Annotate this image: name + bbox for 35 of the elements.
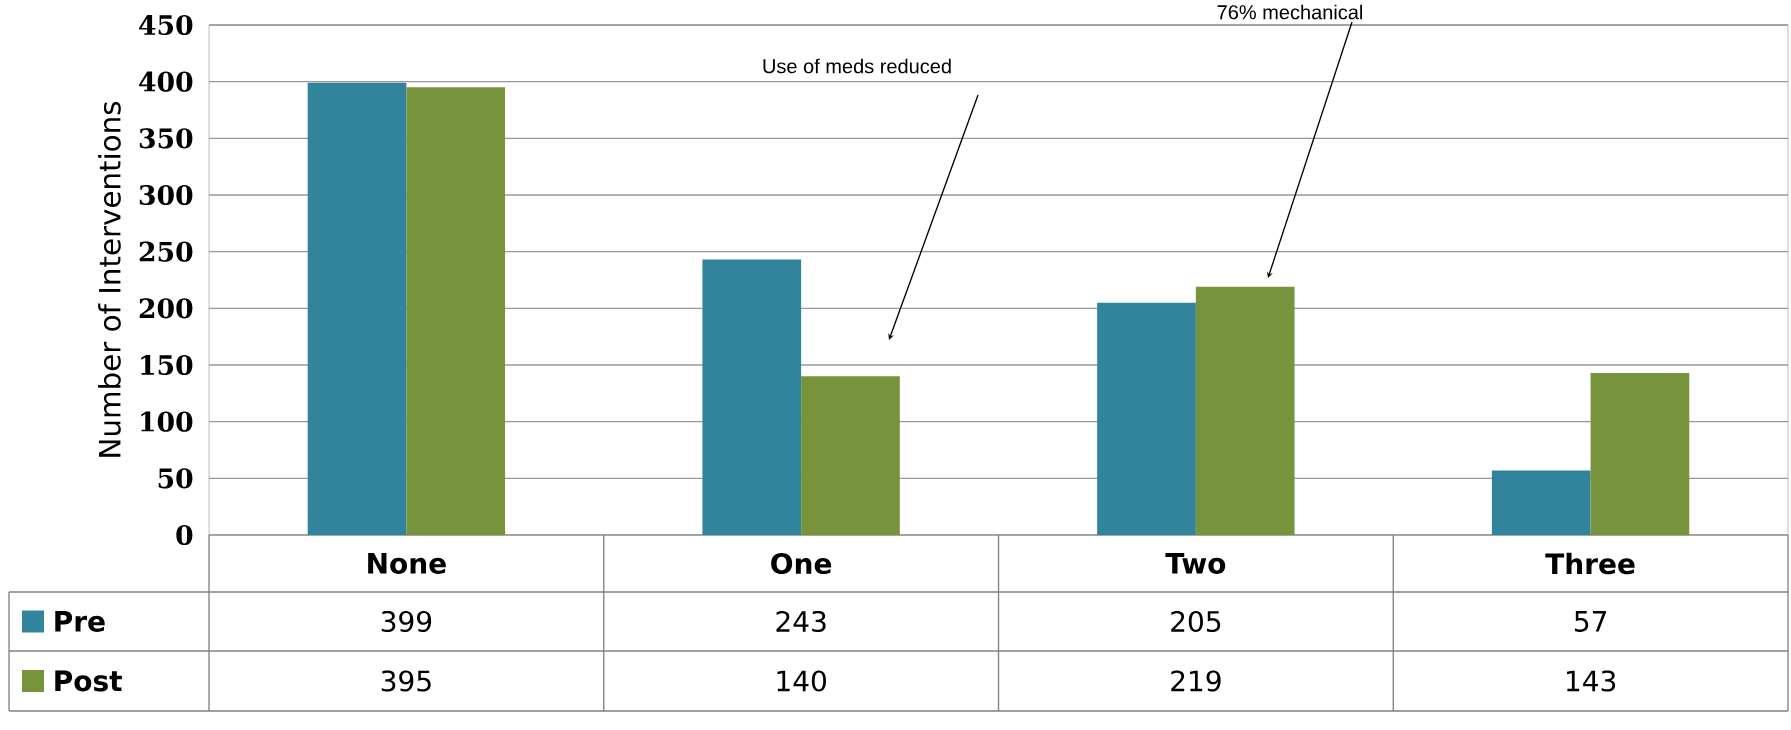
x-tick-label: One <box>771 552 832 575</box>
bar <box>1590 372 1690 535</box>
annotation: Use of meds reduced <box>763 58 951 74</box>
data-label: 140 <box>777 670 826 692</box>
data-label: 219 <box>1171 670 1221 692</box>
y-tick-label: 400 <box>139 71 193 92</box>
y-tick-label: 450 <box>139 14 193 36</box>
data-label: 143 <box>1566 670 1616 692</box>
y-tick-label: 350 <box>139 128 193 149</box>
text: 76% mechanical <box>1217 4 1362 20</box>
y-tick-label: 50 <box>158 468 193 489</box>
bar <box>702 259 802 535</box>
y-tick-label: 250 <box>139 241 193 262</box>
bar <box>801 376 900 535</box>
y-tick-label: 150 <box>141 354 193 376</box>
bar <box>307 82 407 535</box>
y-tick-label: 200 <box>139 298 193 319</box>
bar <box>1491 470 1591 535</box>
bar <box>406 87 506 535</box>
bar <box>1195 286 1295 535</box>
bar <box>1097 302 1196 535</box>
y-tick-label: 300 <box>139 184 193 206</box>
data-label: 205 <box>1171 610 1221 633</box>
x-tick-label: Three <box>1545 552 1635 575</box>
data-label: 57 <box>1574 611 1607 632</box>
y-axis-title: Number of Interventions <box>98 101 121 457</box>
x-tick-label: Two <box>1165 553 1226 574</box>
y-tick-label: 0 <box>176 524 193 546</box>
y-tick-label: 100 <box>141 411 193 432</box>
x-tick-label: None <box>368 553 446 574</box>
data-label: 395 <box>381 670 431 692</box>
data-label: 399 <box>381 610 432 633</box>
legend-label: Pre <box>55 611 105 632</box>
legend-label: Post <box>55 670 122 692</box>
data-label: 243 <box>776 610 826 633</box>
